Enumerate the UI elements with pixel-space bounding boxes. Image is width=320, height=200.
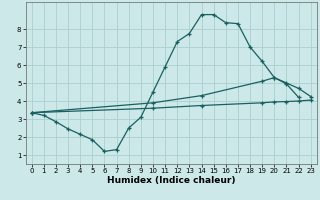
- X-axis label: Humidex (Indice chaleur): Humidex (Indice chaleur): [107, 176, 236, 185]
